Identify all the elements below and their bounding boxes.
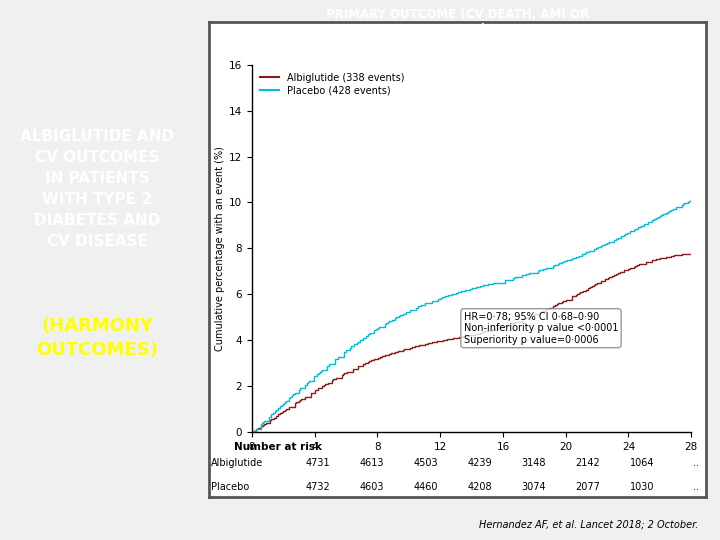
Text: Albiglutide: Albiglutide <box>211 458 264 468</box>
Text: HR=0·78; 95% CI 0·68–0·90
Non-inferiority p value <0·0001
Superiority p value=0·: HR=0·78; 95% CI 0·68–0·90 Non-inferiorit… <box>464 312 618 345</box>
Text: ALBIGLUTIDE AND
CV OUTCOMES
IN PATIENTS
WITH TYPE 2
DIABETES AND
CV DISEASE: ALBIGLUTIDE AND CV OUTCOMES IN PATIENTS … <box>20 129 174 249</box>
Placebo (428 events) <box>559 259 567 265</box>
Text: PRIMARY OUTCOME (CV DEATH, AMI OR
STROKE): PRIMARY OUTCOME (CV DEATH, AMI OR STROKE… <box>325 8 589 36</box>
Placebo (428 events) <box>527 269 536 276</box>
Albiglutide (338 events) <box>552 301 561 307</box>
Albiglutide (338 events) <box>248 429 256 435</box>
Albiglutide (338 events) <box>449 335 457 342</box>
Text: 3148: 3148 <box>521 458 546 468</box>
Text: Hernandez AF, et al. Lancet 2018; 2 October.: Hernandez AF, et al. Lancet 2018; 2 Octo… <box>479 519 698 529</box>
Text: 4239: 4239 <box>467 458 492 468</box>
Placebo (428 events) <box>687 197 696 203</box>
Placebo (428 events) <box>434 295 443 302</box>
Text: 4731: 4731 <box>306 458 330 468</box>
Text: 2077: 2077 <box>575 482 600 492</box>
Text: 1064: 1064 <box>629 458 654 468</box>
Text: ..: .. <box>693 482 698 492</box>
Text: 4603: 4603 <box>360 482 384 492</box>
Albiglutide (338 events) <box>591 281 600 287</box>
Text: ..: .. <box>693 458 698 468</box>
Albiglutide (338 events) <box>506 320 515 327</box>
Legend: Albiglutide (338 events), Placebo (428 events): Albiglutide (338 events), Placebo (428 e… <box>257 70 408 98</box>
Text: 4460: 4460 <box>414 482 438 492</box>
Text: 3074: 3074 <box>521 482 546 492</box>
Text: 4208: 4208 <box>467 482 492 492</box>
Text: (HARMONY
OUTCOMES): (HARMONY OUTCOMES) <box>36 317 158 359</box>
Placebo (428 events) <box>461 287 469 293</box>
Text: 2142: 2142 <box>575 458 600 468</box>
Placebo (428 events) <box>248 429 256 435</box>
Albiglutide (338 events) <box>423 340 432 347</box>
Line: Albiglutide (338 events): Albiglutide (338 events) <box>252 254 690 432</box>
Albiglutide (338 events) <box>686 251 695 257</box>
Placebo (428 events) <box>589 246 598 253</box>
Text: 4613: 4613 <box>360 458 384 468</box>
Text: 4732: 4732 <box>306 482 330 492</box>
Text: 1030: 1030 <box>629 482 654 492</box>
Albiglutide (338 events) <box>512 319 521 325</box>
Text: 4503: 4503 <box>414 458 438 468</box>
Y-axis label: Cumulative percentage with an event (%): Cumulative percentage with an event (%) <box>215 146 225 351</box>
Placebo (428 events) <box>522 271 531 278</box>
Text: Number at risk: Number at risk <box>233 442 322 452</box>
Text: Placebo: Placebo <box>211 482 250 492</box>
Line: Placebo (428 events): Placebo (428 events) <box>252 200 691 432</box>
